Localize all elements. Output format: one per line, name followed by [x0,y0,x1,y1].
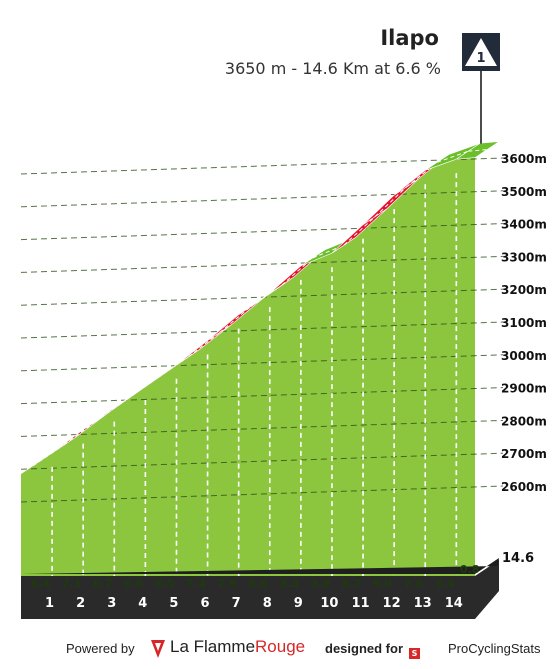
band-centerline [374,186,407,218]
altitude-tick-label: 3100m [501,316,547,330]
altitude-gridline [20,354,504,372]
altitude-tick-label: 2800m [501,414,547,428]
km-label: 9 [294,596,303,611]
altitude-gridline [20,419,504,437]
climb-subtitle: 3650 m - 14.6 Km at 6.6 % [224,59,441,78]
gradient-label: 6.4 [31,577,51,590]
altitude-gridline [20,387,504,405]
km-label: 7 [232,596,241,611]
altitude-gridline [20,255,504,273]
gradient-label: 6.6 [124,577,144,590]
gradient-label: 7.1 [62,577,82,590]
km-label: 1 [45,596,54,611]
altitude-tick-label: 2600m [501,480,547,494]
km-label: 8 [263,596,272,611]
summit-marker-label: 1 [476,51,485,66]
altitude-tick-label: 3000m [501,349,547,363]
gradient-label: 7.6 [404,577,424,590]
pcs-letter-s: S [409,648,420,659]
total-distance-label: 14.6 [502,551,534,566]
gradient-label: 3.4 [435,577,455,590]
km-label: 13 [414,596,432,611]
gradient-label: 6.7 [93,577,113,590]
band-centerline [343,216,376,246]
gradient-label: 6.6 [248,577,268,590]
footer: Powered by La FlammeRouge designed for P… [0,634,555,664]
altitude-tick-label: 3300m [501,250,547,264]
lfr-brand-part-b: Rouge [255,637,306,656]
pcs-brand-text: ProCyclingStats [448,641,541,656]
altitude-gridline [20,223,504,241]
lfr-brand-part-a: La Flamme [170,637,256,656]
profile-area [21,157,475,591]
km-label: 6 [201,596,210,611]
band-centerline [437,150,469,163]
altitude-tick-label: 2700m [501,447,547,461]
altitude-gridline [20,485,504,503]
altitude-tick-label: 2900m [501,382,547,396]
altitude-gridline [20,452,504,470]
km-label: 14 [445,596,463,611]
km-label: 4 [138,596,147,611]
base-top-edge [21,558,499,574]
altitude-tick-label: 3200m [501,283,547,297]
base-strip [21,560,499,619]
altitude-gridline [20,190,504,208]
gradient-label: 7.4 [186,577,206,590]
gradient-label: 8.7 [342,577,362,590]
gradient-label: 6.5 [155,577,175,590]
altitude-tick-label: 3500m [501,185,547,199]
designed-for-text: designed for [325,641,404,656]
summit-triangle-icon [465,38,497,66]
gradient-label: 3.9 [311,577,331,590]
gradient-label: 0.8 [460,563,480,576]
powered-by-text: Powered by [66,641,135,656]
km-label: 11 [351,596,369,611]
altitude-gridline [20,157,504,175]
gradient-label: 7.9 [217,577,237,590]
gradient-label: 8.3 [280,577,300,590]
flame-logo-icon [151,640,165,658]
climb-title: Ilapo [380,26,439,50]
km-label: 2 [76,596,85,611]
km-label: 12 [383,596,401,611]
gradient-label: 9.0 [373,577,393,590]
lfr-brand: La FlammeRouge [170,637,305,657]
altitude-gridline [20,321,504,339]
km-label: 5 [169,596,178,611]
band-centerline [468,149,488,152]
altitude-tick-label: 3400m [501,218,547,232]
km-label: 3 [107,596,116,611]
altitude-gridline [20,288,504,306]
km-label: 10 [320,596,338,611]
altitude-tick-label: 3600m [501,152,547,166]
